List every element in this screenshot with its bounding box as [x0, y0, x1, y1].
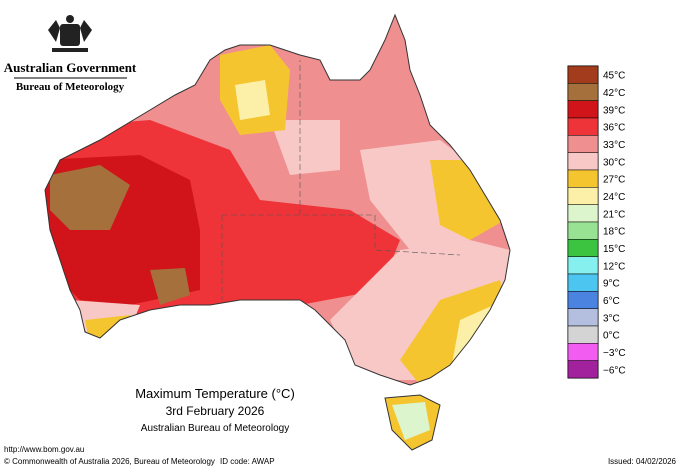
legend-swatch	[567, 308, 599, 327]
legend-swatch	[567, 83, 599, 101]
footer-copyright: © Commonwealth of Australia 2026, Bureau…	[4, 457, 215, 466]
legend-label: 45°C	[603, 71, 625, 82]
legend-swatch	[567, 291, 599, 309]
legend-swatch	[567, 100, 599, 119]
legend-label: 21°C	[603, 209, 625, 220]
legend-label: −6°C	[603, 365, 626, 376]
state-borders	[221, 60, 461, 300]
legend-label: 30°C	[603, 157, 625, 168]
legend-label: 18°C	[603, 227, 625, 238]
legend-label: 36°C	[603, 123, 625, 134]
legend-swatch	[567, 343, 599, 361]
legend-swatch	[567, 221, 599, 240]
legend-label: 9°C	[603, 279, 620, 290]
tasmania-cool	[392, 402, 430, 440]
legend-label: 27°C	[603, 175, 625, 186]
map-source: Australian Bureau of Meteorology	[141, 423, 289, 434]
legend-swatch	[567, 360, 599, 379]
legend-swatch	[567, 204, 599, 223]
map-date: 3rd February 2026	[166, 404, 265, 418]
footer-id: ID code: AWAP	[220, 457, 275, 466]
agency-name: Bureau of Meteorology	[16, 81, 125, 93]
legend: 45°C 42°C 39°C 36°C 33°C 30°C 27°C 24°C 21°C 18°C…	[567, 65, 626, 379]
legend-swatch	[567, 152, 599, 171]
government-name: Australian Government	[4, 60, 137, 75]
legend-swatch	[567, 325, 599, 344]
legend-swatch	[567, 117, 599, 136]
map-title: Maximum Temperature (°C)	[135, 386, 295, 401]
legend-label: −3°C	[603, 348, 626, 359]
crest	[48, 15, 92, 52]
legend-swatch	[567, 187, 599, 205]
legend-label: 6°C	[603, 296, 620, 307]
footer-issued: Issued: 04/02/2026	[608, 457, 677, 466]
legend-label: 24°C	[603, 192, 625, 203]
legend-swatch	[567, 239, 599, 257]
legend-label: 12°C	[603, 261, 625, 272]
legend-swatch	[567, 256, 599, 275]
legend-label: 15°C	[603, 244, 625, 255]
legend-swatch	[567, 135, 599, 153]
footer-url: http://www.bom.gov.au	[4, 445, 84, 454]
legend-label: 39°C	[603, 105, 625, 116]
legend-swatch	[567, 273, 599, 292]
legend-label: 0°C	[603, 331, 620, 342]
legend-swatch	[567, 65, 599, 84]
legend-label: 3°C	[603, 313, 620, 324]
legend-label: 33°C	[603, 140, 625, 151]
legend-swatch	[567, 169, 599, 188]
legend-label: 42°C	[603, 88, 625, 99]
